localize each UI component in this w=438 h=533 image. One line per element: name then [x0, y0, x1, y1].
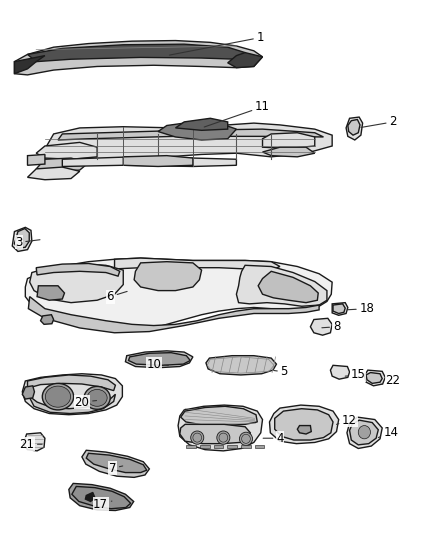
- Text: 6: 6: [106, 290, 127, 303]
- Polygon shape: [206, 356, 276, 375]
- Text: 11: 11: [204, 100, 270, 127]
- Polygon shape: [14, 229, 29, 248]
- Polygon shape: [69, 483, 134, 511]
- Polygon shape: [28, 167, 80, 180]
- Polygon shape: [346, 117, 363, 140]
- Ellipse shape: [240, 432, 253, 446]
- Polygon shape: [275, 409, 333, 440]
- Polygon shape: [333, 304, 345, 313]
- Polygon shape: [23, 433, 45, 451]
- Polygon shape: [123, 156, 193, 166]
- Polygon shape: [41, 314, 53, 325]
- Polygon shape: [58, 129, 323, 140]
- Polygon shape: [366, 373, 382, 383]
- Polygon shape: [262, 147, 315, 157]
- Text: 2: 2: [361, 115, 397, 128]
- Text: 18: 18: [348, 302, 374, 315]
- Polygon shape: [82, 450, 149, 478]
- Polygon shape: [269, 405, 339, 443]
- Ellipse shape: [87, 390, 107, 406]
- Polygon shape: [347, 417, 382, 448]
- Polygon shape: [297, 425, 311, 434]
- Polygon shape: [311, 318, 332, 335]
- Polygon shape: [28, 155, 45, 165]
- Polygon shape: [28, 44, 245, 62]
- Polygon shape: [178, 405, 262, 451]
- Polygon shape: [228, 53, 262, 68]
- Polygon shape: [348, 119, 360, 135]
- Text: 12: 12: [336, 414, 357, 426]
- Polygon shape: [180, 424, 251, 443]
- Polygon shape: [36, 158, 88, 171]
- Polygon shape: [36, 263, 120, 276]
- Polygon shape: [72, 487, 131, 508]
- Polygon shape: [158, 122, 237, 140]
- Polygon shape: [186, 445, 196, 448]
- Text: 1: 1: [170, 31, 264, 55]
- Polygon shape: [241, 445, 251, 448]
- Polygon shape: [364, 370, 385, 386]
- Text: 10: 10: [146, 358, 168, 370]
- Text: 21: 21: [19, 438, 42, 451]
- Polygon shape: [14, 41, 262, 75]
- Text: 20: 20: [74, 395, 96, 409]
- Text: 8: 8: [322, 320, 340, 333]
- Polygon shape: [36, 142, 97, 159]
- Polygon shape: [128, 353, 190, 365]
- Polygon shape: [86, 453, 147, 473]
- Ellipse shape: [46, 386, 71, 407]
- Polygon shape: [14, 55, 45, 74]
- Polygon shape: [12, 228, 32, 252]
- Polygon shape: [181, 406, 257, 425]
- Polygon shape: [262, 133, 315, 148]
- Text: 3: 3: [15, 236, 40, 249]
- Polygon shape: [62, 157, 237, 166]
- Polygon shape: [28, 375, 116, 391]
- Polygon shape: [85, 492, 95, 502]
- Text: 14: 14: [378, 426, 399, 439]
- Text: 22: 22: [382, 375, 401, 387]
- Polygon shape: [237, 265, 327, 306]
- Ellipse shape: [191, 431, 204, 444]
- Polygon shape: [30, 264, 123, 303]
- Polygon shape: [176, 118, 228, 131]
- Polygon shape: [28, 297, 319, 333]
- Polygon shape: [350, 420, 378, 445]
- Ellipse shape: [242, 434, 251, 443]
- Polygon shape: [332, 303, 348, 316]
- Polygon shape: [25, 258, 332, 330]
- Ellipse shape: [358, 425, 371, 439]
- Ellipse shape: [42, 383, 74, 410]
- Polygon shape: [258, 271, 318, 303]
- Ellipse shape: [217, 431, 230, 444]
- Ellipse shape: [84, 386, 110, 409]
- Polygon shape: [200, 445, 210, 448]
- Polygon shape: [227, 445, 237, 448]
- Polygon shape: [27, 392, 116, 414]
- Polygon shape: [22, 386, 35, 399]
- Polygon shape: [22, 374, 122, 415]
- Polygon shape: [134, 262, 201, 290]
- Text: 17: 17: [93, 498, 112, 511]
- Ellipse shape: [193, 433, 201, 442]
- Polygon shape: [115, 258, 280, 270]
- Polygon shape: [37, 286, 64, 300]
- Text: 15: 15: [345, 368, 366, 382]
- Polygon shape: [330, 365, 350, 379]
- Text: 5: 5: [274, 366, 288, 378]
- Ellipse shape: [219, 433, 228, 442]
- Polygon shape: [214, 445, 223, 448]
- Text: 7: 7: [109, 462, 123, 475]
- Polygon shape: [45, 123, 332, 165]
- Text: 4: 4: [263, 432, 284, 445]
- Polygon shape: [125, 351, 193, 368]
- Polygon shape: [254, 445, 264, 448]
